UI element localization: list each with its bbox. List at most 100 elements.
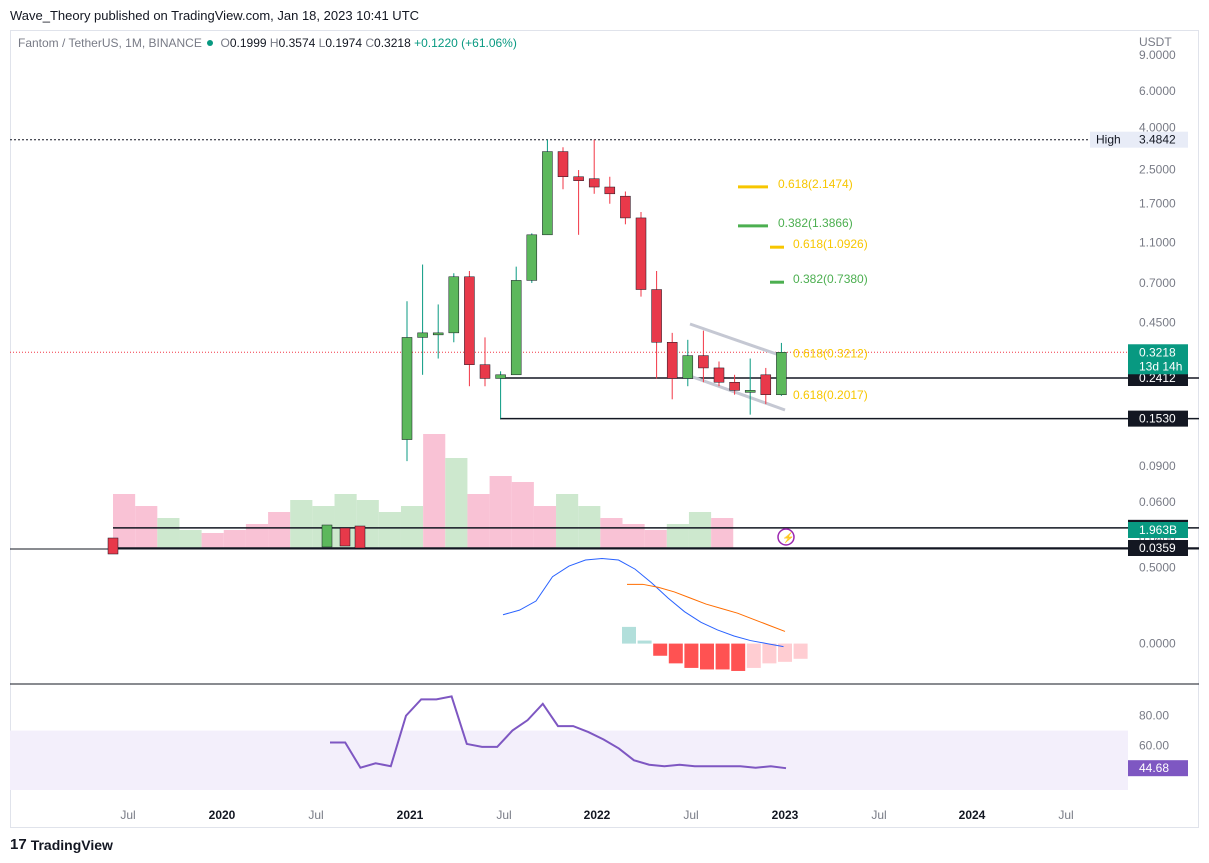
volume-badge-value: 1.963B [1139,523,1177,537]
rsi-line [330,695,787,770]
price-axis-tick-label: 1.1000 [1139,236,1176,250]
macd-histogram-bar [684,643,699,668]
channel-lower-line [689,374,786,412]
time-axis-label: 2020 [209,808,236,822]
volume-bar [290,500,313,548]
fib-level-label: 0.618(1.0926) [793,237,868,251]
price-axis-tick-label: 6.0000 [1139,84,1176,98]
high-badge-label: High [1096,133,1121,147]
candle-body [401,337,413,440]
volume-bar [622,524,645,548]
candle-body [464,276,475,365]
open-label: O [220,36,230,50]
close-value: 0.3218 [374,36,411,50]
macd-histogram-bar [653,643,668,656]
candle-body [479,364,491,379]
volume-bar [223,530,246,548]
volume-bar [688,512,712,548]
candle-body [107,537,119,555]
price-axis-tick-label: 9.0000 [1139,48,1176,62]
low-value: 0.1974 [325,36,363,50]
macd-histogram-bar [731,643,746,671]
footer: 17 TradingView [10,836,113,853]
volume-bar [666,524,689,548]
macd-histogram-bar [778,643,792,662]
y-axis-unit-label: USDT [1139,35,1172,49]
time-axis-label: Jul [1058,808,1073,822]
candle-body [354,525,366,549]
candle-body [557,151,569,178]
chart-frame [10,30,1199,828]
volume-bar [489,476,512,548]
candle-body [713,367,725,383]
price-axis-tick-label: 2.5000 [1139,162,1176,176]
volume-bar [644,530,667,548]
tradingview-logo-icon: 17 [10,836,27,853]
rsi-axis-tick-label: 80.00 [1139,709,1169,723]
rsi-band [10,730,1128,790]
candle-body [510,280,522,376]
volume-bar [179,530,202,548]
candle-body [620,195,631,219]
volume-bar [556,494,579,548]
volume-badge [1128,522,1188,538]
volume-bar [400,506,424,548]
footer-brand[interactable]: TradingView [30,836,113,853]
high-label: H [269,36,279,50]
volume-bar [423,434,446,548]
last-price-badge [1128,344,1188,375]
time-axis-label: Jul [120,808,135,822]
candle-body [417,332,428,338]
candle-body [744,390,756,393]
candle-body [698,355,709,369]
fib-level-label: 0.618(0.3212) [793,346,868,360]
macd-axis-tick-label: 0.5000 [1139,561,1176,575]
symbol-name[interactable]: Fantom / TetherUS, 1M, BINANCE [18,36,202,50]
candle-body [682,355,694,379]
level-price-label: 0.1530 [1139,412,1176,426]
time-axis-label: 2021 [397,808,424,822]
candle-body [666,342,678,379]
macd-histogram-bar [793,643,808,659]
time-axis-label: 2023 [772,808,799,822]
volume-bar [511,482,534,548]
candle-body [339,527,351,547]
low-label: L [318,36,326,50]
macd-signal-line [627,583,786,632]
fib-level-label: 0.618(2.1474) [778,177,853,191]
candle-body [542,151,553,236]
fib-level-label: 0.382(1.3866) [778,216,853,230]
candle-body [432,332,444,336]
open-value: 0.1999 [229,36,267,50]
candle-body [651,289,662,343]
macd-histogram-bar [762,643,777,664]
market-status-dot [207,40,214,46]
level-price-label: 0.0359 [1139,541,1176,555]
high-badge-bg [1090,131,1188,148]
price-axis-tick-label: 4.0000 [1139,120,1176,134]
price-axis-tick-label: 0.0600 [1139,495,1176,509]
candle-body [729,381,740,391]
rsi-value-badge [1128,760,1188,777]
channel-upper-line [689,322,786,359]
volume-bar [157,518,180,548]
volume-bar [201,533,224,548]
level-price-badge [1128,410,1188,427]
time-axis-label: Jul [496,808,511,822]
fib-level-label: 0.382(0.7380) [793,272,868,286]
volume-bar [533,506,557,548]
candle-body [588,178,600,188]
candle-body [604,186,616,195]
candle-body [573,176,584,181]
volume-bar [113,494,136,548]
macd-axis-tick-label: 0.0000 [1139,637,1176,651]
candle-body [321,524,333,548]
candle-body [635,217,647,290]
time-axis-label: Jul [308,808,323,822]
price-axis-tick-label: 0.4500 [1139,315,1176,329]
candle-body [776,352,787,396]
rsi-value-label: 44.68 [1139,761,1169,775]
volume-bar [135,506,158,548]
bar-countdown: 13d 14h [1139,359,1182,373]
